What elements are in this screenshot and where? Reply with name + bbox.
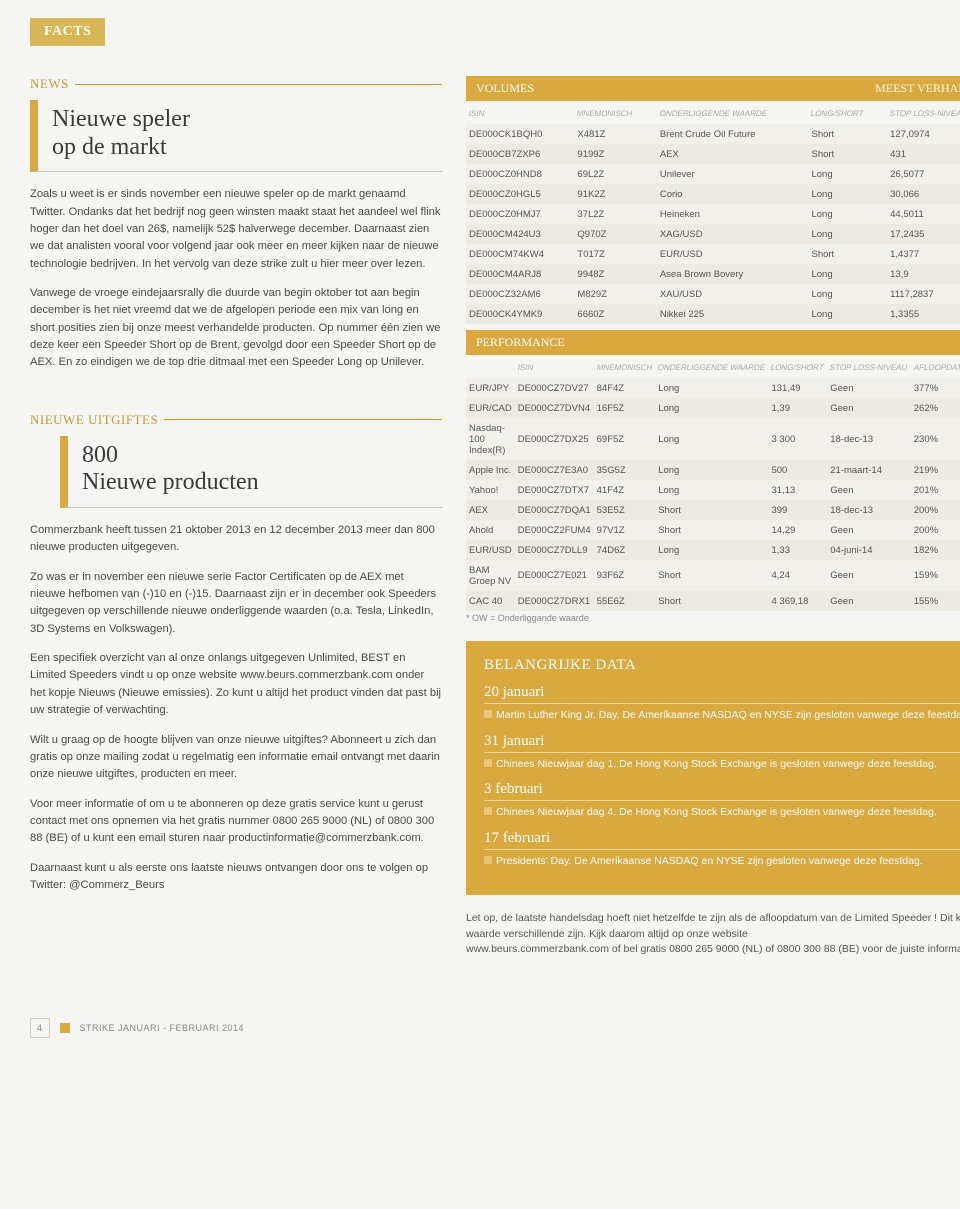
- date-desc: Chinees Nieuwjaar dag 4. De Hong Kong St…: [484, 805, 960, 820]
- table-row: AEXDE000CZ7DQA153E5ZShort39918-dec-13200…: [466, 500, 960, 520]
- bullet-icon: [484, 710, 492, 718]
- table-row: BAM Groep NVDE000CZ7E02193F6ZShort4,24Ge…: [466, 560, 960, 591]
- dates-box: BELANGRIJKE DATA 20 januari Martin Luther…: [466, 641, 960, 895]
- table-row: CAC 40DE000CZ7DRX155E6ZShort4 369,18Geen…: [466, 591, 960, 611]
- footer-square-icon: [60, 1023, 70, 1033]
- date-title: 31 januari: [484, 733, 960, 753]
- table-header: ISIN: [512, 355, 596, 378]
- bullet-icon: [484, 856, 492, 864]
- news-headline: Nieuwe speler op de markt: [52, 106, 442, 161]
- table-row: EUR/CADDE000CZ7DVN416F5ZLong1,39Geen262%…: [466, 398, 960, 418]
- bullet-icon: [484, 807, 492, 815]
- table-header: MNEMONISCH: [591, 355, 657, 378]
- ow-footnote: * OW = Onderliggande waarde: [466, 613, 960, 623]
- table-row: Yahoo!DE000CZ7DTX741F4ZLong31,13Geen201%…: [466, 480, 960, 500]
- table-row: DE000CK4YMK96660ZNikkei 225Long1,3355Gee…: [466, 304, 960, 324]
- footer-text: STRIKE JANUARI - FEBRUARI 2014: [80, 1023, 245, 1033]
- table-row: DE000CB7ZXP69199ZAEXShort431Geen: [466, 144, 960, 164]
- table-header: STOP LOSS-NIVEAU: [885, 101, 960, 124]
- dates-title: BELANGRIJKE DATA: [484, 657, 960, 674]
- bottom-note: Let op, de laatste handelsdag hoeft niet…: [466, 911, 960, 958]
- date-desc: Presidents' Day. De Amerikaanse NASDAQ e…: [484, 854, 960, 869]
- date-title: 17 februari: [484, 830, 960, 850]
- page-number: 4: [30, 1018, 50, 1038]
- volumes-table: ISINMNEMONISCHONDERLIGGENDE WAARDELONG/S…: [466, 101, 960, 324]
- uitgiftes-headline-block: 800 Nieuwe producten: [60, 436, 442, 508]
- page-footer: 4 STRIKE JANUARI - FEBRUARI 2014: [30, 1018, 930, 1038]
- table-row: DE000CZ32AM6M829ZXAU/USDLong1117,2837Gee…: [466, 284, 960, 304]
- table-row: DE000CZ0HGL591K2ZCorioLong30,066Geen: [466, 184, 960, 204]
- table-header: [464, 355, 518, 378]
- table-row: DE000CM4ARJ89948ZAsea Brown BoveryLong13…: [466, 264, 960, 284]
- table-header: LONG/SHORT: [806, 101, 890, 124]
- volumes-header: VOLUMES MEEST VERHANDELDE PRODUCTEN: [466, 76, 960, 101]
- table-header: ISIN: [464, 101, 577, 124]
- news-label: NEWS: [30, 76, 442, 92]
- table-row: AholdDE000CZ2FUM497V1ZShort14,29Geen200%…: [466, 520, 960, 540]
- facts-tab: FACTS: [30, 18, 105, 46]
- table-row: DE000CZ0HMJ737L2ZHeinekenLong44,5011Geen: [466, 204, 960, 224]
- news-body: Zoals u weet is er sinds november een ni…: [30, 186, 442, 372]
- table-row: Apple Inc.DE000CZ7E3A035G5ZLong50021-maa…: [466, 460, 960, 480]
- table-header: AFLOOPDATUM: [908, 355, 960, 378]
- date-group: 31 januari Chinees Nieuwjaar dag 1. De Ho…: [484, 733, 960, 772]
- table-row: EUR/JPYDE000CZ7DV2784F4ZLong131,49Geen37…: [466, 378, 960, 398]
- date-group: 20 januari Martin Luther King Jr. Day. De…: [484, 684, 960, 723]
- table-header: LONG/SHORT: [766, 355, 830, 378]
- date-desc: Martin Luther King Jr. Day. De Amerikaan…: [484, 708, 960, 723]
- date-title: 20 januari: [484, 684, 960, 704]
- table-header: STOP LOSS-NIVEAU: [825, 355, 913, 378]
- date-group: 3 februari Chinees Nieuwjaar dag 4. De Ho…: [484, 781, 960, 820]
- date-title: 3 februari: [484, 781, 960, 801]
- table-row: Nasdaq-100 Index(R)DE000CZ7DX2569F5ZLong…: [466, 418, 960, 460]
- date-desc: Chinees Nieuwjaar dag 1. De Hong Kong St…: [484, 757, 960, 772]
- uitgiftes-body: Commerzbank heeft tussen 21 oktober 2013…: [30, 522, 442, 894]
- table-header: MNEMONISCH: [572, 101, 659, 124]
- table-row: EUR/USDDE000CZ7DLL974D6ZLong1,3304-juni-…: [466, 540, 960, 560]
- table-row: DE000CM424U3Q970ZXAG/USDLong17,2435Geen: [466, 224, 960, 244]
- table-row: DE000CZ0HND869L2ZUnileverLong26,5077Geen: [466, 164, 960, 184]
- news-headline-block: Nieuwe speler op de markt: [30, 100, 442, 172]
- performance-table: ISINMNEMONISCHONDERLIGGENDE WAARDELONG/S…: [466, 355, 960, 611]
- performance-header: PERFORMANCE TOP 10 STIJGERS: [466, 330, 960, 355]
- uitgiftes-label: NIEUWE UITGIFTES: [30, 412, 442, 428]
- table-header: ONDERLIGGENDE WAARDE: [654, 101, 811, 124]
- table-row: DE000CK1BQH0X481ZBrent Crude Oil FutureS…: [466, 124, 960, 144]
- date-group: 17 februari Presidents' Day. De Amerikaan…: [484, 830, 960, 869]
- uitgiftes-headline: 800 Nieuwe producten: [82, 442, 442, 497]
- table-row: DE000CM74KW4T017ZEUR/USDShort1,4377Geen: [466, 244, 960, 264]
- bullet-icon: [484, 759, 492, 767]
- table-header: ONDERLIGGENDE WAARDE: [653, 355, 771, 378]
